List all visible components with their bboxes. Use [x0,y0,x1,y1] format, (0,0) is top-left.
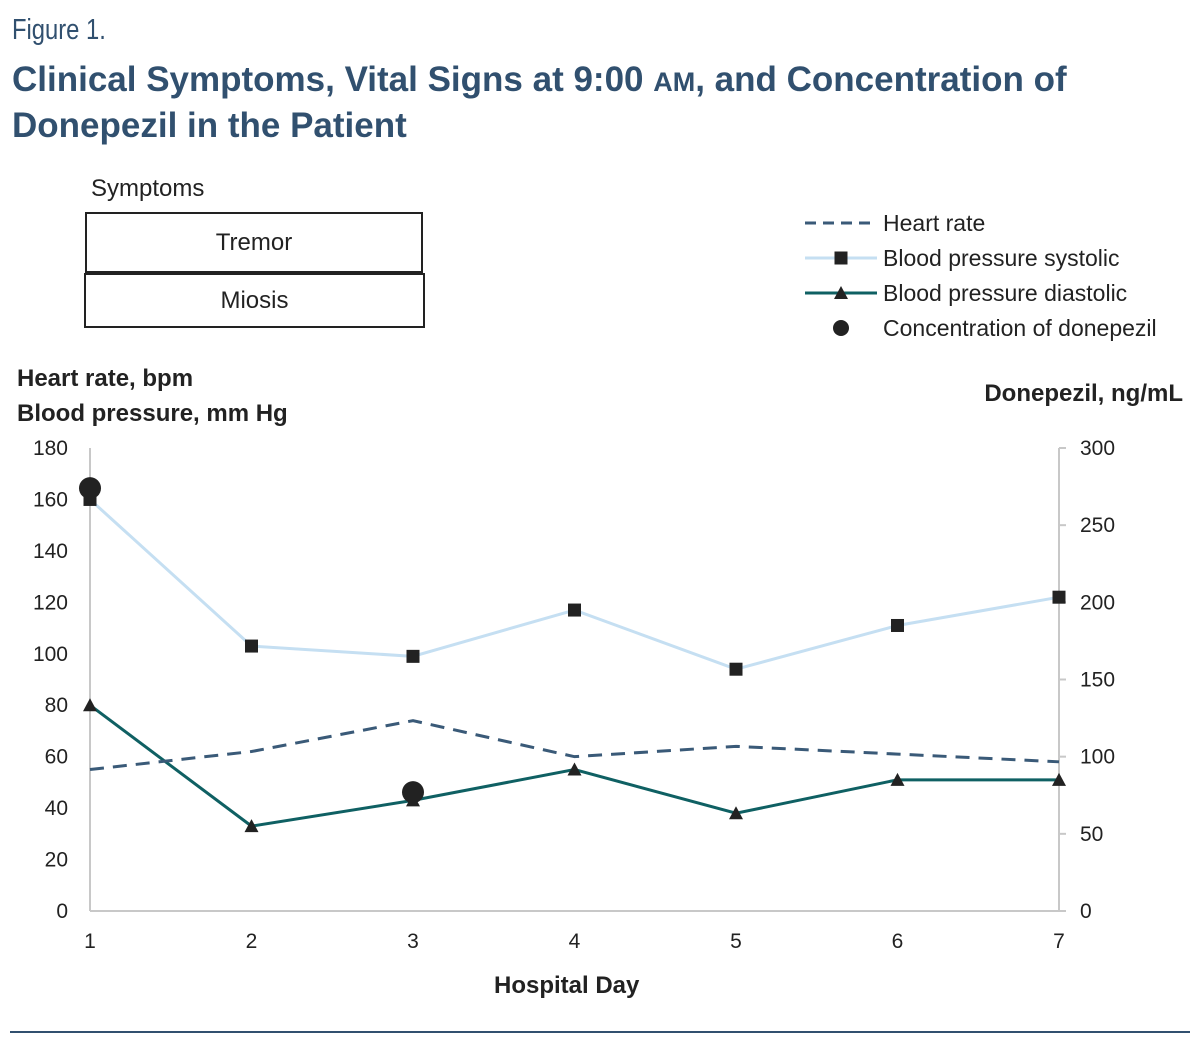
x-tick-label: 2 [246,930,258,953]
x-tick-label: 7 [1053,930,1065,953]
y-left-tick-label: 120 [33,591,68,614]
y-right-tick-label: 50 [1080,823,1103,846]
systolic-point [1052,590,1066,604]
diastolic-point [83,698,97,712]
donepezil-point [402,781,424,804]
y-left-tick-label: 60 [45,746,68,769]
symptoms-label: Symptoms [91,175,205,202]
systolic-point [568,603,581,617]
figure-title: Clinical Symptoms, Vital Signs at 9:00 A… [12,58,1192,148]
diastolic-point [729,806,743,820]
diastolic-point [244,819,259,833]
systolic-point [729,662,743,676]
x-tick-label: 6 [892,930,904,953]
legend-donepezil-marker [833,320,849,336]
y-left-tick-label: 160 [33,488,68,511]
y-left-tick-label: 140 [33,540,68,563]
y-right-label: Donepezil, ng/mL [984,380,1183,407]
figure-label: Figure 1. [12,14,106,46]
diastolic-point [890,772,905,786]
y-right-tick-label: 250 [1080,514,1115,537]
symptom-bar-miosis: Miosis [84,273,425,328]
diastolic-point [567,762,582,776]
divider [10,1031,1190,1033]
x-tick-label: 1 [84,930,96,953]
legend-systolic: Blood pressure systolic [883,245,1120,271]
y-right-tick-label: 150 [1080,669,1115,692]
systolic-point [245,639,258,653]
y-left-label-2: Blood pressure, mm Hg [17,400,288,427]
y-left-tick-label: 40 [45,797,68,820]
title-part: , and Concentration of Donepezil in the … [12,60,1067,145]
legend-donepezil: Concentration of donepezil [883,315,1157,341]
y-right-tick-label: 0 [1080,900,1092,923]
heart-rate-line [89,719,1060,772]
diastolic-point [1052,772,1066,786]
y-right-tick-label: 100 [1080,746,1115,769]
x-tick-label: 3 [407,930,419,953]
y-left-tick-label: 100 [33,643,68,666]
x-axis-label: Hospital Day [494,972,640,999]
y-left-label-1: Heart rate, bpm [17,365,194,392]
x-tick-label: 4 [569,930,581,953]
title-part: Clinical Symptoms, Vital Signs at 9:00 [12,60,654,99]
symptom-bar-tremor: Tremor [85,212,423,273]
systolic-point [891,618,904,632]
legend-diastolic: Blood pressure diastolic [883,280,1128,306]
systolic-point [406,649,420,663]
y-left-tick-label: 20 [45,849,68,872]
title-am: AM [653,67,696,97]
y-left-tick-label: 0 [56,900,68,923]
y-right-tick-label: 200 [1080,591,1115,614]
donepezil-point [79,477,101,500]
y-right-tick-label: 300 [1080,437,1115,460]
legend-systolic-marker [834,251,848,265]
x-tick-label: 5 [730,930,742,953]
legend-heart-rate: Heart rate [883,210,986,236]
legend-diastolic-marker [834,286,848,299]
y-left-tick-label: 180 [33,437,68,460]
systolic-line [88,498,1060,671]
y-left-tick-label: 80 [45,694,68,717]
